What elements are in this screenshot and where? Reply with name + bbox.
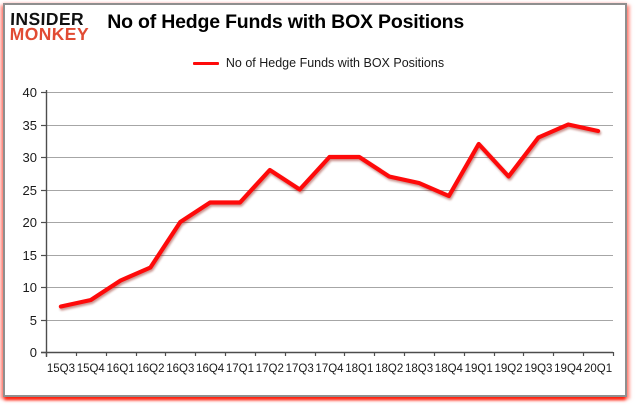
header: INSIDER MONKEY No of Hedge Funds with BO… bbox=[9, 9, 465, 44]
legend: No of Hedge Funds with BOX Positions bbox=[0, 56, 637, 70]
x-tick-label: 19Q2 bbox=[494, 363, 522, 375]
y-tick-label: 20 bbox=[23, 215, 37, 230]
x-tick-label: 16Q1 bbox=[107, 363, 135, 375]
insider-monkey-logo: INSIDER MONKEY bbox=[9, 9, 90, 44]
x-tick-label: 16Q3 bbox=[166, 363, 194, 375]
x-tick-label: 15Q4 bbox=[77, 363, 106, 375]
y-tick-label: 5 bbox=[30, 313, 37, 328]
x-tick-label: 19Q1 bbox=[465, 363, 493, 375]
x-tick-label: 15Q3 bbox=[47, 363, 75, 375]
y-axis-labels: 0 5 10 15 20 25 30 35 40 bbox=[23, 85, 46, 360]
axes bbox=[41, 90, 613, 357]
x-tick-label: 20Q1 bbox=[584, 363, 612, 375]
x-tick-label: 18Q3 bbox=[405, 363, 433, 375]
y-tick-label: 0 bbox=[30, 345, 37, 360]
x-axis-labels: 15Q3 15Q4 16Q1 16Q2 16Q3 16Q4 17Q1 17Q2 17Q3 17Q4… bbox=[47, 363, 612, 375]
chart-svg: 0 5 10 15 20 25 30 35 40 15Q3 15Q4 16Q1 16Q2 16Q3 16Q4… bbox=[23, 85, 615, 375]
page-title: No of Hedge Funds with BOX Positions bbox=[107, 11, 465, 33]
x-tick-label: 19Q4 bbox=[554, 363, 583, 375]
legend-label: No of Hedge Funds with BOX Positions bbox=[225, 56, 445, 70]
legend-line-swatch bbox=[192, 61, 219, 65]
x-tick-label: 17Q1 bbox=[226, 363, 254, 375]
y-tick-label: 30 bbox=[23, 150, 37, 165]
y-tick-label: 10 bbox=[23, 280, 37, 295]
x-tick-label: 17Q3 bbox=[286, 363, 314, 375]
x-tick-label: 17Q4 bbox=[315, 363, 344, 375]
y-tick-label: 15 bbox=[23, 248, 37, 263]
x-tick-label: 16Q4 bbox=[196, 363, 225, 375]
series-line-box-positions bbox=[58, 122, 601, 309]
logo-word-monkey: MONKEY bbox=[9, 24, 90, 44]
y-tick-label: 40 bbox=[23, 85, 37, 100]
y-tick-label: 35 bbox=[23, 118, 37, 133]
x-tick-label: 18Q2 bbox=[375, 363, 403, 375]
x-axis-ticks bbox=[45, 352, 615, 356]
x-tick-label: 18Q4 bbox=[435, 363, 464, 375]
y-tick-label: 25 bbox=[23, 183, 37, 198]
x-tick-label: 18Q1 bbox=[345, 363, 373, 375]
gridlines bbox=[46, 92, 613, 321]
x-tick-label: 17Q2 bbox=[256, 363, 284, 375]
x-tick-label: 19Q3 bbox=[524, 363, 552, 375]
x-tick-label: 16Q2 bbox=[136, 363, 164, 375]
